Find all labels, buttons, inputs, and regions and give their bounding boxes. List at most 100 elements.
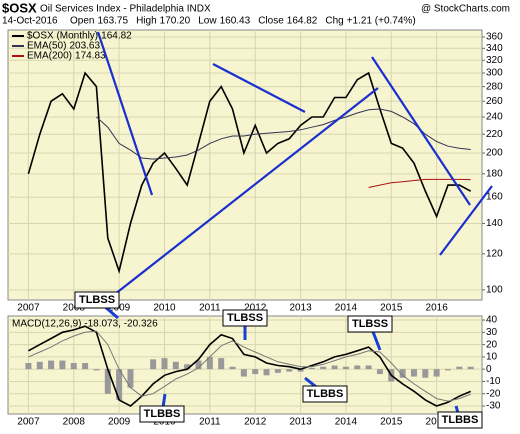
- y-tick-label: 340: [486, 43, 503, 54]
- annotation-box: [139, 405, 185, 423]
- legend-value: 203.63: [69, 41, 100, 52]
- date: 14-Oct-2016: [2, 16, 58, 27]
- histogram-bar: [218, 358, 225, 370]
- histogram-bar: [308, 367, 315, 370]
- histogram-bar: [331, 365, 338, 370]
- histogram-bar: [354, 365, 361, 370]
- histogram-bar: [297, 369, 304, 372]
- trendline: [371, 56, 471, 206]
- x-tick-label: 2008: [63, 303, 86, 314]
- legend-label: EMA(200): [27, 51, 72, 62]
- trendline: [439, 185, 493, 256]
- trendline: [96, 31, 154, 196]
- annotation: TLBSS: [227, 312, 263, 324]
- histogram-bar: [116, 369, 123, 400]
- y-tick-label: 100: [486, 285, 503, 296]
- x-tick-label: 2015: [380, 417, 403, 428]
- annotation: TLBBS: [307, 388, 344, 400]
- y-tick-label: 40: [486, 315, 498, 326]
- histogram-bar: [195, 360, 202, 370]
- series-line: [27, 71, 472, 274]
- y-tick-label: 360: [486, 32, 503, 43]
- x-tick-label: 2016: [426, 417, 449, 428]
- histogram-bar: [82, 363, 89, 370]
- brand: @ StockCharts.com: [421, 4, 510, 15]
- histogram-bar: [286, 369, 293, 372]
- plot-area: [7, 29, 483, 301]
- x-tick-label: 2012: [244, 417, 267, 428]
- title: Oil Services Index - Philadelphia INDX: [40, 4, 211, 15]
- annotation: TLBSS: [79, 294, 115, 306]
- histogram-bar: [229, 366, 236, 370]
- macd-label: MACD(12,26,9) -18.073, -20.326: [12, 319, 158, 330]
- legend-value: 164.82: [101, 31, 132, 42]
- quote-label: Open: [70, 16, 94, 27]
- x-tick-label: 2013: [289, 417, 312, 428]
- annotation-box: [302, 385, 348, 403]
- histogram-bar: [184, 364, 191, 370]
- quote-label: Low: [198, 16, 217, 27]
- histogram-bar: [274, 369, 281, 373]
- y-tick-label: 30: [486, 327, 498, 338]
- histogram-bar: [376, 369, 383, 375]
- histogram-bar: [172, 361, 179, 370]
- histogram-bar: [467, 366, 474, 370]
- annotation-box: [347, 315, 393, 333]
- annotation: TLBSS: [352, 318, 388, 330]
- y-tick-label: -10: [486, 376, 501, 387]
- x-tick-label: 2014: [335, 417, 358, 428]
- y-tick-label: 180: [486, 168, 503, 179]
- histogram-bar: [161, 358, 168, 370]
- annotation: TLBBS: [442, 414, 479, 426]
- y-tick-label: 120: [486, 249, 503, 260]
- x-tick-label: 2010: [153, 303, 176, 314]
- histogram-bar: [240, 369, 247, 377]
- y-tick-label: 240: [486, 112, 503, 123]
- y-tick-label: 260: [486, 96, 503, 107]
- y-tick-label: 20: [486, 339, 498, 350]
- quote-value: 170.20: [160, 16, 191, 27]
- quote-label: High: [136, 16, 157, 27]
- histogram-bar: [444, 369, 451, 371]
- y-tick-label: 160: [486, 192, 503, 203]
- histogram-bar: [342, 366, 349, 370]
- annotation-box: [74, 291, 120, 309]
- trendline: [109, 87, 379, 299]
- y-tick-label: -30: [486, 401, 501, 412]
- histogram-bar: [365, 365, 372, 370]
- quote-value: 160.43: [220, 16, 251, 27]
- histogram-bar: [252, 369, 259, 375]
- histogram-bar: [422, 369, 429, 378]
- histogram-bar: [433, 369, 440, 377]
- histogram-bar: [25, 363, 32, 370]
- x-tick-label: 2014: [335, 303, 358, 314]
- x-tick-label: 2016: [426, 303, 449, 314]
- trendline: [212, 63, 306, 113]
- annotation: TLBBS: [144, 408, 181, 420]
- histogram-bar: [48, 360, 55, 370]
- y-tick-label: 280: [486, 81, 503, 92]
- x-tick-label: 2009: [108, 417, 131, 428]
- series-line: [28, 325, 472, 407]
- histogram-bar: [410, 369, 417, 377]
- histogram-bar: [36, 361, 43, 370]
- histogram-bar: [456, 366, 463, 370]
- histogram-bar: [59, 360, 66, 370]
- x-tick-label: 2012: [244, 303, 267, 314]
- legend-value: 174.83: [75, 51, 106, 62]
- y-tick-label: 300: [486, 68, 503, 79]
- quote-label: Chg: [325, 16, 343, 27]
- histogram-bar: [104, 369, 111, 394]
- quote-label: Close: [258, 16, 284, 27]
- quote-value: 163.75: [97, 16, 128, 27]
- y-tick-label: 200: [486, 148, 503, 159]
- legend-label: EMA(50): [27, 41, 66, 52]
- x-tick-label: 2015: [380, 303, 403, 314]
- quote-value: 164.82: [287, 16, 318, 27]
- x-tick-label: 2013: [289, 303, 312, 314]
- histogram-bar: [150, 359, 157, 370]
- annotation-box: [437, 411, 483, 429]
- histogram-bar: [206, 356, 213, 370]
- y-tick-label: -20: [486, 388, 501, 399]
